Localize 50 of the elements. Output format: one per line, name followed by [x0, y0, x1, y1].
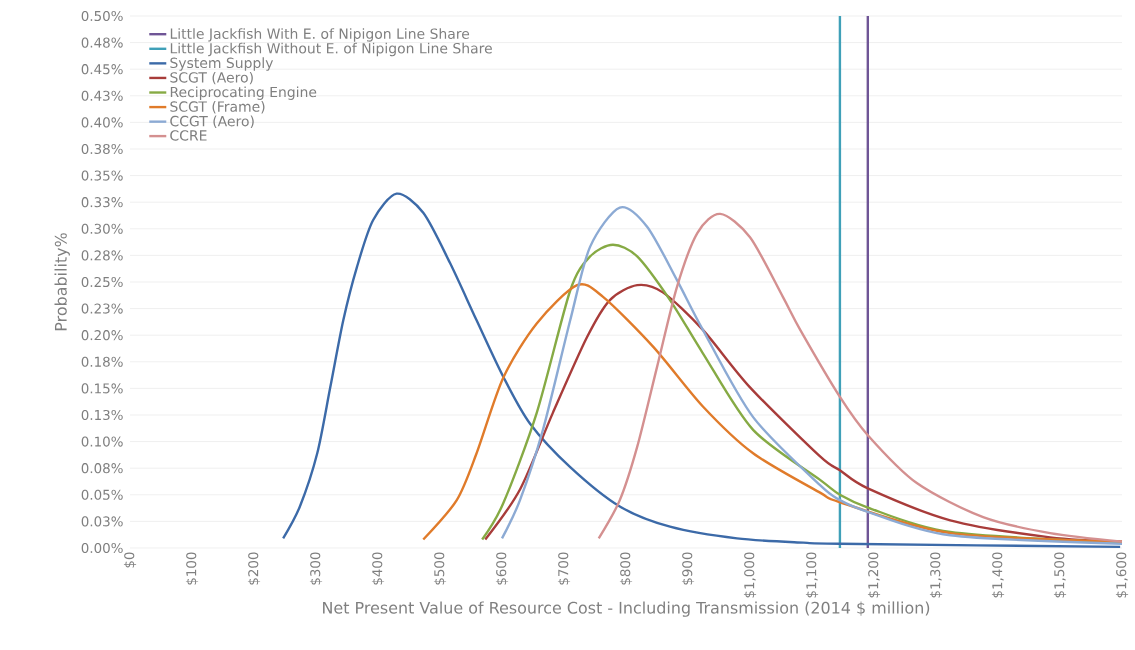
y-tick-label: 0.13% — [81, 409, 123, 421]
x-tick-label: $500 — [433, 552, 447, 585]
y-tick-label: 0.38% — [81, 143, 123, 155]
x-tick-label: $300 — [309, 552, 323, 585]
x-tick-label: $800 — [619, 552, 633, 585]
y-axis-title: Probability% — [54, 233, 70, 331]
y-tick-label: 0.48% — [81, 37, 123, 48]
x-tick-label: $100 — [185, 552, 199, 585]
y-tick-label: 0.03% — [81, 516, 123, 527]
y-tick-label: 0.40% — [81, 117, 123, 128]
x-tick-label: $1,000 — [743, 552, 757, 598]
legend-label: Little Jackfish With E. of Nipigon Line Share — [170, 28, 470, 42]
y-tick-label: 0.50% — [81, 10, 123, 22]
legend-label: CCGT (Aero) — [170, 115, 254, 129]
x-tick-label: $1,500 — [1053, 552, 1067, 598]
legend-label: System Supply — [170, 57, 274, 71]
legend-label: SCGT (Frame) — [170, 101, 265, 114]
y-tick-label: 0.35% — [81, 170, 123, 181]
legend-label: Little Jackfish Without E. of Nipigon Line Share — [170, 42, 492, 57]
x-tick-label: $700 — [557, 552, 571, 585]
y-tick-label: 0.15% — [81, 383, 123, 394]
x-tick-label: $400 — [371, 552, 385, 585]
y-tick-label: 0.20% — [81, 330, 123, 341]
y-tick-label: 0.00% — [81, 542, 123, 554]
y-tick-label: 0.23% — [81, 303, 123, 314]
x-tick-label: $600 — [495, 552, 509, 585]
x-tick-label: $1,200 — [867, 552, 881, 598]
x-tick-label: $0 — [123, 552, 137, 568]
legend-label: Reciprocating Engine — [170, 86, 317, 100]
y-tick-label: 0.05% — [81, 489, 123, 500]
x-tick-label: $1,400 — [991, 552, 1005, 598]
x-tick-label: $900 — [681, 552, 695, 585]
y-tick-label: 0.33% — [81, 197, 123, 208]
y-tick-label: 0.45% — [81, 64, 123, 75]
y-tick-label: 0.18% — [81, 356, 123, 367]
x-axis-title: Net Present Value of Resource Cost - Including Transmission (2014 $ million) — [323, 601, 930, 617]
y-tick-label: 0.08% — [81, 463, 123, 474]
legend-label: SCGT (Aero) — [170, 71, 253, 85]
x-tick-label: $1,300 — [929, 552, 943, 598]
y-tick-label: 0.30% — [81, 223, 123, 234]
y-tick-label: 0.28% — [81, 250, 123, 261]
y-tick-label: 0.25% — [81, 276, 123, 288]
legend-label: CCRE — [170, 130, 207, 141]
x-tick-label: $1,100 — [805, 552, 819, 598]
x-tick-label: $1,600 — [1115, 552, 1129, 598]
line-series — [281, 192, 1122, 549]
x-tick-label: $200 — [247, 552, 261, 585]
line-series — [597, 212, 1124, 543]
y-tick-label: 0.10% — [81, 436, 123, 447]
y-tick-label: 0.43% — [81, 90, 123, 101]
